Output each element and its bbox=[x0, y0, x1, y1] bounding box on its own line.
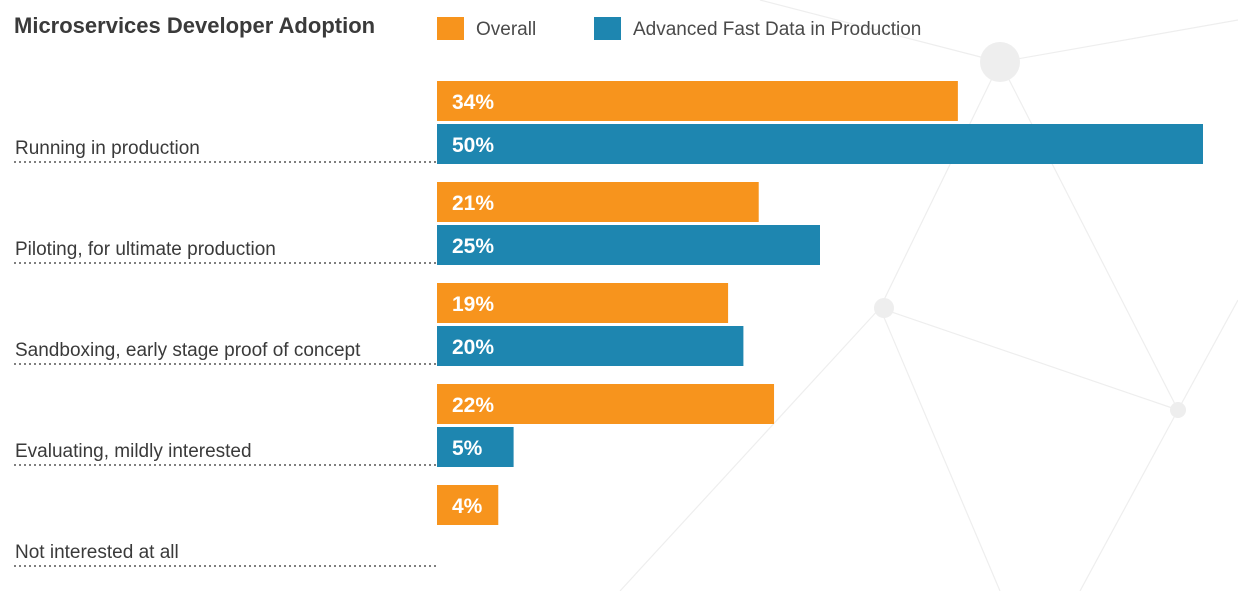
category-label: Not interested at all bbox=[15, 542, 179, 563]
bar-advanced bbox=[437, 225, 820, 265]
chart-title: Microservices Developer Adoption bbox=[14, 13, 375, 38]
legend-swatch-advanced bbox=[594, 17, 621, 40]
legend-label-advanced: Advanced Fast Data in Production bbox=[633, 19, 921, 40]
legend: Overall Advanced Fast Data in Production bbox=[437, 17, 921, 40]
data-label: 25% bbox=[452, 235, 494, 258]
bar-overall bbox=[437, 182, 759, 222]
bars: 34% 50% 21% 25% 19% 20% 22% 5% 4% bbox=[437, 81, 1203, 525]
data-label: 5% bbox=[452, 437, 483, 460]
bar-advanced bbox=[437, 427, 514, 467]
data-label: 50% bbox=[452, 134, 494, 157]
data-label: 4% bbox=[452, 495, 483, 518]
legend-label-overall: Overall bbox=[476, 19, 536, 40]
bar-advanced bbox=[437, 124, 1203, 164]
legend-swatch-overall bbox=[437, 17, 464, 40]
category-label: Running in production bbox=[15, 138, 200, 159]
category-labels: Running in production Piloting, for ultim… bbox=[14, 138, 436, 567]
background-network bbox=[619, 0, 1238, 591]
data-label: 19% bbox=[452, 293, 494, 316]
category-label: Sandboxing, early stage proof of concept bbox=[15, 340, 361, 361]
category-label: Evaluating, mildly interested bbox=[15, 441, 252, 462]
bar-overall bbox=[437, 283, 729, 323]
data-label: 22% bbox=[452, 394, 494, 417]
bar-overall bbox=[437, 485, 499, 525]
data-label: 20% bbox=[452, 336, 494, 359]
bar-overall bbox=[437, 384, 775, 424]
data-label: 21% bbox=[452, 192, 494, 215]
bar-advanced bbox=[437, 326, 744, 366]
bar-overall bbox=[437, 81, 958, 121]
category-label: Piloting, for ultimate production bbox=[15, 239, 276, 260]
data-label: 34% bbox=[452, 91, 494, 114]
